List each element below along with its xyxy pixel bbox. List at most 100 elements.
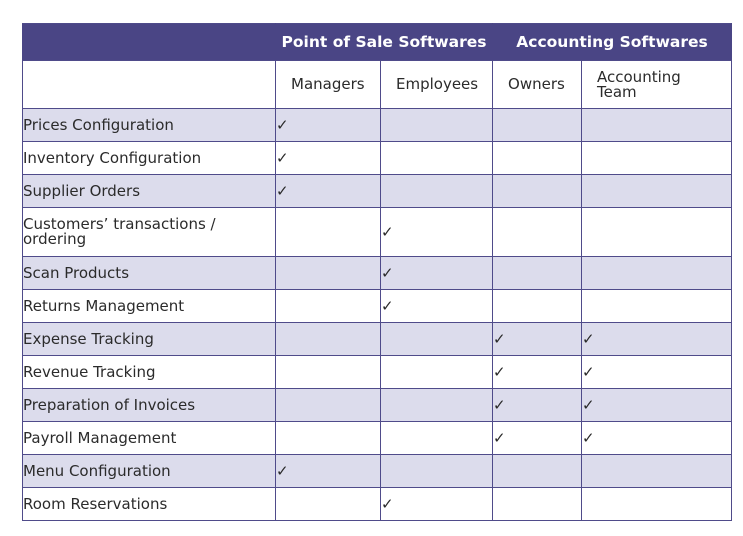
row-label: Prices Configuration <box>22 108 276 142</box>
check-cell: ✓ <box>379 256 494 290</box>
checkmark-icon: ✓ <box>493 330 506 348</box>
row-label: Menu Configuration <box>22 454 276 488</box>
checkmark-icon: ✓ <box>381 223 394 241</box>
empty-cell <box>275 421 381 455</box>
row-label: Room Reservations <box>22 487 276 521</box>
check-cell: ✓ <box>492 322 583 356</box>
row-label: Supplier Orders <box>22 174 276 208</box>
empty-cell <box>379 108 494 142</box>
check-cell: ✓ <box>581 355 733 389</box>
table-row: Expense Tracking ✓ ✓ <box>22 322 733 356</box>
check-cell: ✓ <box>275 108 381 142</box>
check-cell: ✓ <box>492 388 583 422</box>
empty-cell <box>492 454 583 488</box>
checkmark-icon: ✓ <box>493 396 506 414</box>
empty-cell <box>275 487 381 521</box>
empty-cell <box>581 454 733 488</box>
checkmark-icon: ✓ <box>276 462 289 480</box>
checkmark-icon: ✓ <box>493 429 506 447</box>
checkmark-icon: ✓ <box>276 149 289 167</box>
empty-cell <box>492 207 583 257</box>
empty-cell <box>275 207 381 257</box>
check-cell: ✓ <box>379 207 494 257</box>
group-header-pos: Point of Sale Softwares <box>274 23 494 61</box>
checkmark-icon: ✓ <box>493 363 506 381</box>
checkmark-icon: ✓ <box>582 330 595 348</box>
table-row: Customers’ transactions / ordering ✓ <box>22 207 733 257</box>
empty-cell <box>581 207 733 257</box>
permissions-table: Point of Sale Softwares Accounting Softw… <box>22 23 733 521</box>
empty-cell <box>581 289 733 323</box>
table-row: Prices Configuration ✓ <box>22 108 733 142</box>
check-cell: ✓ <box>492 421 583 455</box>
checkmark-icon: ✓ <box>276 182 289 200</box>
empty-cell <box>275 388 381 422</box>
checkmark-icon: ✓ <box>381 264 394 282</box>
role-corner-cell <box>22 60 276 109</box>
table-row: Revenue Tracking ✓ ✓ <box>22 355 733 389</box>
empty-cell <box>492 174 583 208</box>
table-body: Prices Configuration ✓ Inventory Configura… <box>22 108 733 521</box>
checkmark-icon: ✓ <box>582 429 595 447</box>
table-row: Preparation of Invoices ✓ ✓ <box>22 388 733 422</box>
row-label: Scan Products <box>22 256 276 290</box>
table-row: Menu Configuration ✓ <box>22 454 733 488</box>
empty-cell <box>492 256 583 290</box>
empty-cell <box>379 174 494 208</box>
check-cell: ✓ <box>581 388 733 422</box>
check-cell: ✓ <box>275 141 381 175</box>
empty-cell <box>275 256 381 290</box>
checkmark-icon: ✓ <box>582 363 595 381</box>
empty-cell <box>379 421 494 455</box>
table-row: Payroll Management ✓ ✓ <box>22 421 733 455</box>
row-label: Customers’ transactions / ordering <box>22 207 276 257</box>
check-cell: ✓ <box>581 322 733 356</box>
role-header-accounting-team: Accounting Team <box>581 60 733 109</box>
group-header-accounting: Accounting Softwares <box>492 23 733 61</box>
role-header-row: Managers Employees Owners Accounting Tea… <box>22 60 733 109</box>
checkmark-icon: ✓ <box>381 297 394 315</box>
table-row: Supplier Orders ✓ <box>22 174 733 208</box>
group-header-row: Point of Sale Softwares Accounting Softw… <box>22 23 733 61</box>
table-row: Room Reservations ✓ <box>22 487 733 521</box>
empty-cell <box>379 355 494 389</box>
empty-cell <box>581 174 733 208</box>
table-row: Returns Management ✓ <box>22 289 733 323</box>
row-label: Inventory Configuration <box>22 141 276 175</box>
corner-cell <box>22 23 276 61</box>
empty-cell <box>379 322 494 356</box>
checkmark-icon: ✓ <box>582 396 595 414</box>
empty-cell <box>275 355 381 389</box>
table-row: Scan Products ✓ <box>22 256 733 290</box>
empty-cell <box>275 289 381 323</box>
empty-cell <box>275 322 381 356</box>
checkmark-icon: ✓ <box>381 495 394 513</box>
empty-cell <box>581 141 733 175</box>
role-header-managers: Managers <box>275 60 381 109</box>
row-label: Returns Management <box>22 289 276 323</box>
table-row: Inventory Configuration ✓ <box>22 141 733 175</box>
empty-cell <box>492 487 583 521</box>
check-cell: ✓ <box>379 487 494 521</box>
role-header-employees: Employees <box>379 60 494 109</box>
role-header-owners: Owners <box>492 60 583 109</box>
row-label: Expense Tracking <box>22 322 276 356</box>
empty-cell <box>379 454 494 488</box>
row-label: Revenue Tracking <box>22 355 276 389</box>
empty-cell <box>492 108 583 142</box>
check-cell: ✓ <box>275 174 381 208</box>
checkmark-icon: ✓ <box>276 116 289 134</box>
check-cell: ✓ <box>379 289 494 323</box>
row-label: Payroll Management <box>22 421 276 455</box>
empty-cell <box>581 487 733 521</box>
empty-cell <box>492 141 583 175</box>
empty-cell <box>581 256 733 290</box>
empty-cell <box>379 141 494 175</box>
empty-cell <box>379 388 494 422</box>
check-cell: ✓ <box>581 421 733 455</box>
empty-cell <box>492 289 583 323</box>
check-cell: ✓ <box>492 355 583 389</box>
row-label: Preparation of Invoices <box>22 388 276 422</box>
check-cell: ✓ <box>275 454 381 488</box>
empty-cell <box>581 108 733 142</box>
